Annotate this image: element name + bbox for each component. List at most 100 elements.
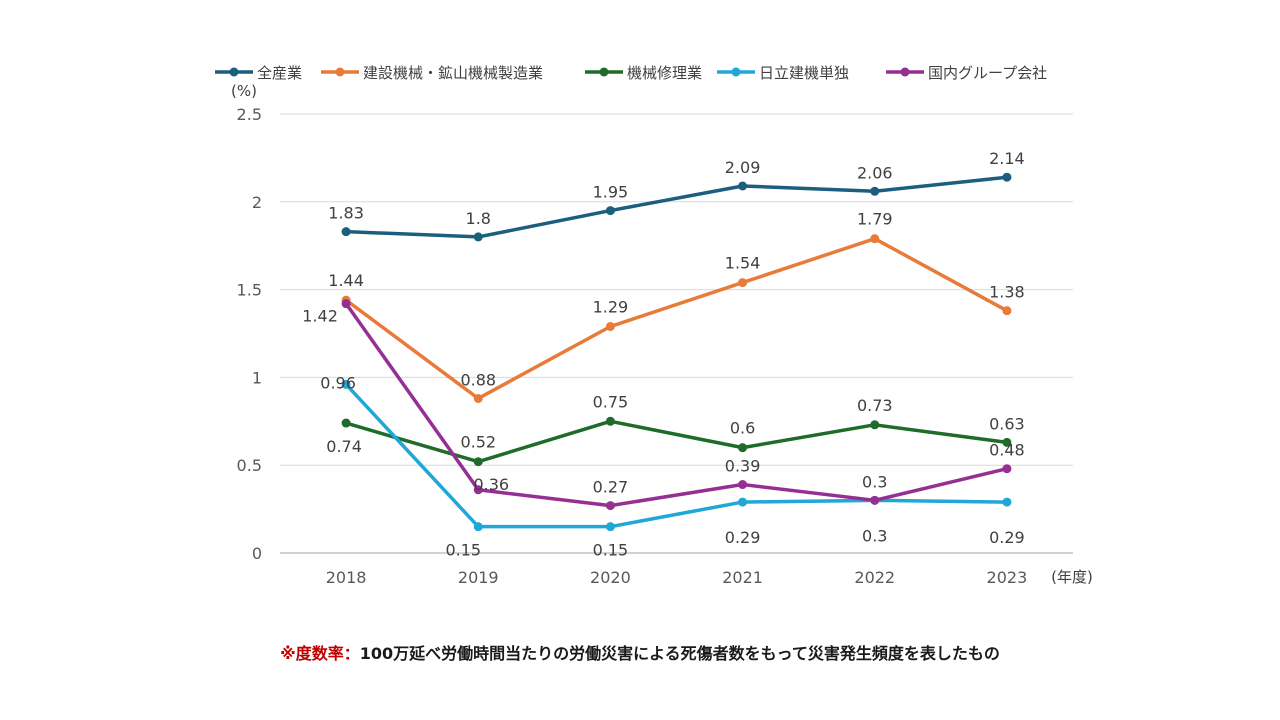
data-label: 2.09 bbox=[725, 158, 761, 177]
legend-item: 全産業 bbox=[215, 64, 302, 82]
legend-label: 建設機械・鉱山機械製造業 bbox=[363, 64, 543, 82]
data-label: 2.06 bbox=[857, 163, 893, 182]
data-label: 0.3 bbox=[862, 472, 887, 491]
data-point bbox=[341, 299, 351, 309]
data-label: 1.8 bbox=[466, 209, 491, 228]
data-point bbox=[738, 443, 748, 453]
legend-marker bbox=[229, 67, 239, 77]
data-label: 0.74 bbox=[326, 437, 362, 456]
x-tick-label: 2022 bbox=[854, 568, 895, 587]
legend-marker bbox=[731, 67, 741, 77]
x-tick-label: 2023 bbox=[987, 568, 1028, 587]
legend-label: 国内グループ会社 bbox=[928, 64, 1047, 82]
data-label: 1.44 bbox=[328, 271, 364, 290]
data-label: 0.36 bbox=[473, 475, 509, 494]
data-point bbox=[870, 234, 880, 244]
series-line bbox=[344, 301, 1009, 508]
x-axis-unit: (年度) bbox=[1051, 568, 1093, 586]
legend-label: 機械修理業 bbox=[627, 64, 702, 82]
data-label: 0.27 bbox=[593, 478, 629, 497]
series-line bbox=[344, 175, 1009, 239]
legend-item: 日立建機単独 bbox=[717, 64, 849, 82]
data-point bbox=[473, 232, 483, 242]
data-label: 0.96 bbox=[320, 373, 356, 392]
data-point bbox=[605, 522, 615, 532]
x-tick-label: 2019 bbox=[458, 568, 499, 587]
data-label: 0.6 bbox=[730, 419, 755, 438]
footnote-body: 100万延べ労働時間当たりの労働災害による死傷者数をもって災害発生頻度を表したも… bbox=[359, 644, 1000, 663]
series-1 bbox=[341, 172, 1012, 242]
data-label: 1.83 bbox=[328, 204, 364, 223]
data-point bbox=[341, 227, 351, 237]
legend-marker bbox=[900, 67, 910, 77]
line-chart: 0 0.5 1 1.5 2 2.5 (%) 2018 2019 2020 2021 2022 2023 (… bbox=[215, 64, 1093, 587]
x-tick-label: 2020 bbox=[590, 568, 631, 587]
legend-label: 日立建機単独 bbox=[759, 64, 849, 82]
data-point bbox=[1002, 306, 1012, 316]
legend-label: 全産業 bbox=[257, 64, 302, 82]
data-label: 1.95 bbox=[593, 183, 629, 202]
series-line bbox=[344, 382, 1009, 529]
footnote-head: ※度数率： bbox=[280, 644, 360, 663]
data-label: 1.79 bbox=[857, 210, 893, 229]
y-tick-label: 2.5 bbox=[237, 105, 262, 124]
data-label: 0.63 bbox=[989, 414, 1025, 433]
data-point bbox=[1002, 437, 1012, 447]
y-tick-label: 2 bbox=[252, 193, 262, 212]
data-point bbox=[605, 501, 615, 511]
data-point bbox=[473, 522, 483, 532]
data-point bbox=[870, 495, 880, 505]
data-label: 0.15 bbox=[593, 541, 629, 560]
data-point bbox=[605, 321, 615, 331]
legend-item: 機械修理業 bbox=[585, 64, 702, 82]
data-point bbox=[738, 497, 748, 507]
data-label: 0.52 bbox=[460, 433, 496, 452]
series-4 bbox=[341, 379, 1012, 532]
legend-item: 国内グループ会社 bbox=[886, 64, 1047, 82]
series-5 bbox=[341, 299, 1012, 511]
data-point bbox=[1002, 172, 1012, 182]
data-point bbox=[870, 420, 880, 430]
data-label: 0.15 bbox=[445, 541, 481, 560]
data-label: 1.29 bbox=[593, 297, 629, 316]
data-point bbox=[738, 278, 748, 288]
data-point bbox=[473, 485, 483, 495]
data-label: 0.39 bbox=[725, 457, 761, 476]
data-point bbox=[1002, 497, 1012, 507]
data-point bbox=[738, 181, 748, 191]
y-axis-unit: (%) bbox=[231, 82, 257, 100]
data-label: 0.88 bbox=[460, 370, 496, 389]
series-line bbox=[344, 419, 1009, 464]
legend-marker bbox=[335, 67, 345, 77]
data-label: 2.14 bbox=[989, 149, 1025, 168]
data-point bbox=[473, 393, 483, 403]
y-tick-label: 0.5 bbox=[237, 456, 262, 475]
series-2 bbox=[341, 234, 1012, 403]
data-label: 0.73 bbox=[857, 396, 893, 415]
data-label: 1.42 bbox=[302, 307, 338, 326]
data-point bbox=[1002, 464, 1012, 474]
x-tick-label: 2018 bbox=[326, 568, 367, 587]
data-point bbox=[605, 206, 615, 216]
footnote: ※度数率：100万延べ労働時間当たりの労働災害による死傷者数をもって災害発生頻度… bbox=[0, 640, 1280, 664]
data-point bbox=[605, 416, 615, 426]
data-label: 1.54 bbox=[725, 254, 761, 273]
data-label: 0.75 bbox=[593, 392, 629, 411]
y-tick-label: 0 bbox=[252, 544, 262, 563]
data-label: 0.3 bbox=[862, 526, 887, 545]
data-point bbox=[341, 418, 351, 428]
data-point bbox=[473, 457, 483, 467]
legend-marker bbox=[599, 67, 609, 77]
data-label: 0.29 bbox=[725, 528, 761, 547]
x-tick-label: 2021 bbox=[722, 568, 763, 587]
y-tick-label: 1 bbox=[252, 368, 262, 387]
data-point bbox=[341, 379, 351, 389]
data-point bbox=[870, 186, 880, 196]
data-point bbox=[738, 480, 748, 490]
data-label: 0.48 bbox=[989, 441, 1025, 460]
data-label: 0.29 bbox=[989, 528, 1025, 547]
data-label: 1.38 bbox=[989, 283, 1025, 302]
series-line bbox=[344, 236, 1009, 401]
y-tick-label: 1.5 bbox=[237, 281, 262, 300]
legend-item: 建設機械・鉱山機械製造業 bbox=[321, 64, 543, 82]
